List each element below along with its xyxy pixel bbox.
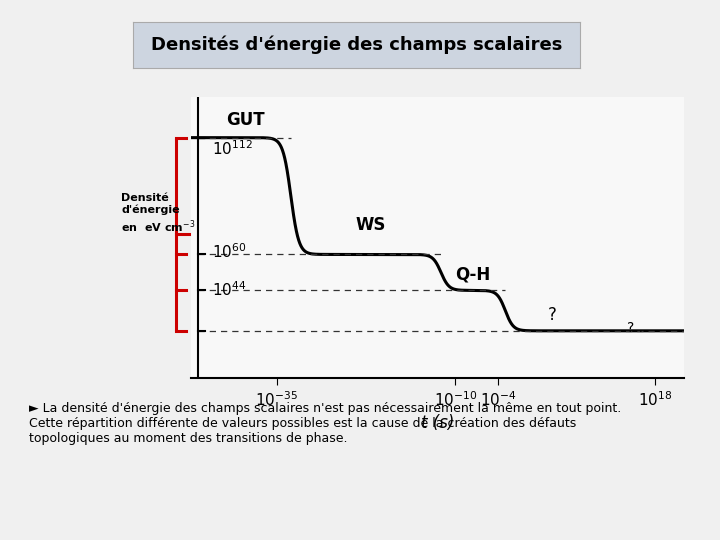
Text: WS: WS (355, 216, 386, 234)
Text: ?: ? (548, 306, 557, 324)
Text: $10^{60}$: $10^{60}$ (212, 242, 247, 261)
Text: ?...: ?... (627, 321, 647, 335)
Text: $10^{44}$: $10^{44}$ (212, 281, 247, 299)
Text: $10^{112}$: $10^{112}$ (212, 139, 253, 158)
Text: GUT: GUT (227, 111, 265, 129)
Text: Densité
d'énergie
en  eV cm$^{-3}$: Densité d'énergie en eV cm$^{-3}$ (121, 193, 196, 235)
Text: Q-H: Q-H (455, 266, 490, 284)
Text: ► La densité d'énergie des champs scalaires n'est pas nécessairement la même en : ► La densité d'énergie des champs scalai… (29, 402, 621, 446)
X-axis label: t (s): t (s) (420, 414, 454, 432)
Text: Densités d'énergie des champs scalaires: Densités d'énergie des champs scalaires (150, 35, 562, 54)
